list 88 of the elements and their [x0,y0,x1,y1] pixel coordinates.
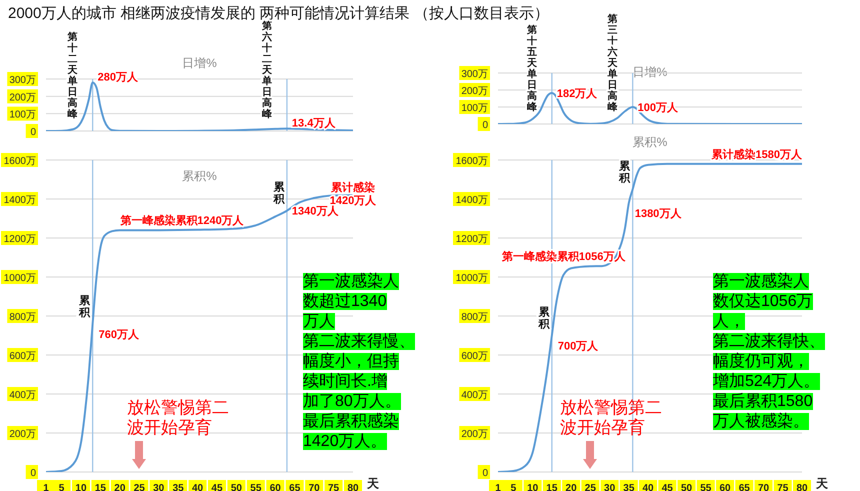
y-tick-label: 0 [30,127,36,138]
x-tick-label: 75 [328,483,340,491]
text: 第六十二天单日高峰 [262,21,272,120]
y-tick-label: 400万 [9,390,36,401]
ref-line-label: 累积 [618,160,632,184]
y-tick-label: 100万 [461,103,488,114]
x-tick-label: 80 [796,483,808,491]
ref-line-label: 累积 [537,306,550,330]
y-tick-label: 0 [482,468,488,479]
x-tick-label: 5 [510,483,517,491]
x-tick-label: 35 [623,483,635,491]
x-tick-label: 30 [153,483,165,491]
ref-line-label: 第十二天单日高峰 [66,31,79,120]
x-tick-label: 60 [719,483,732,491]
y-tick-label: 800万 [461,312,488,323]
chart-title: 日增% [182,56,217,70]
text: 第一波感染人数超过1340万人第二波来得慢、幅度小，但持续时间长.增加了80万人。最后累积感染1420万人。 [303,273,415,450]
x-tick-label: 55 [250,483,262,491]
y-tick-label: 800万 [9,312,36,323]
annotation: 放松警惕第二波开始孕育 [560,398,662,438]
annotation: 760万人 [98,328,140,341]
y-tick-label: 300万 [461,69,488,80]
x-tick-label: 15 [546,483,558,491]
x-tick-label: 40 [192,483,204,491]
y-tick-label: 600万 [9,351,36,362]
x-tick-label: 20 [114,483,126,491]
x-tick-label: 5 [58,483,65,491]
annotation: 1340万人 [292,206,340,218]
annotation: 第一波感染人数仅达1056万人，第二波来得快、幅度仍可观，增加524万人。最后累积1580万人被感染。 [713,273,825,430]
ref-line-label: 第十五天单日高峰 [526,24,538,113]
y-tick-label: 600万 [461,351,488,362]
text: 2000万人的城市 相继两波疫情发展的 两种可能情况计算结果 （按人口数目表示） [8,4,549,22]
x-tick-label: 50 [680,483,693,491]
x-tick-label: 25 [134,483,146,491]
y-tick-label: 100万 [9,110,36,121]
annotation: 280万人 [98,71,139,84]
y-tick-label: 1000万 [456,273,488,284]
y-tick-label: 400万 [461,390,488,401]
x-tick-label: 10 [527,483,539,491]
x-tick-label: 60 [270,483,282,491]
chart-title: 累积% [632,135,668,149]
y-tick-label: 1600万 [4,156,36,167]
x-tick-label: 40 [642,483,654,491]
annotation: 13.4万人 [292,118,336,130]
y-tick-label: 1200万 [4,234,36,245]
x-tick-label: 65 [289,483,301,491]
annotation: 1380万人 [634,208,682,220]
annotation: 放松警惕第二波开始孕育 [127,398,229,438]
y-tick-label: 300万 [9,75,36,86]
x-tick-label: 80 [347,483,359,491]
annotation: 700万人 [558,340,600,352]
x-tick-label: 1 [495,483,502,491]
text: 第三十六天单日高峰 [608,14,618,113]
y-tick-label: 200万 [9,92,36,104]
annotation: 累计感染1580万人 [710,148,803,161]
x-tick-label: 30 [604,483,616,491]
y-tick-label: 1000万 [4,273,36,284]
x-tick-label: 25 [584,483,596,491]
x-tick-label: 65 [738,483,750,491]
x-tick-label: 1 [43,483,50,491]
y-tick-label: 1400万 [4,195,36,206]
x-tick-label: 70 [758,483,770,491]
x-tick-label: 10 [75,483,87,491]
x-tick-label: 70 [308,483,320,491]
x-axis-title: 天 [815,476,829,490]
y-tick-label: 200万 [461,429,488,440]
x-tick-label: 75 [777,483,789,491]
annotation: 第一峰感染累积1240万人 [119,214,245,228]
x-tick-label: 55 [700,483,712,491]
x-tick-label: 45 [662,483,674,491]
y-tick-label: 0 [30,468,36,479]
y-tick-label: 0 [482,120,488,131]
y-tick-label: 200万 [461,86,488,97]
y-tick-label: 200万 [9,429,36,440]
text: 累积% [182,169,217,183]
annotation: 182万人 [556,88,598,100]
y-tick-label: 1600万 [456,156,488,167]
ref-line-label: 累积 [272,182,286,206]
x-tick-label: 45 [211,483,223,491]
y-tick-label: 1400万 [456,195,488,206]
x-tick-label: 35 [172,483,184,491]
y-tick-label: 1200万 [456,234,488,245]
x-axis-title: 天 [366,476,380,490]
annotation: 100万人 [638,102,680,114]
x-tick-label: 15 [94,483,106,491]
x-tick-label: 20 [566,483,578,491]
x-tick-label: 50 [230,483,242,491]
ref-line-label: 累积 [78,294,92,319]
